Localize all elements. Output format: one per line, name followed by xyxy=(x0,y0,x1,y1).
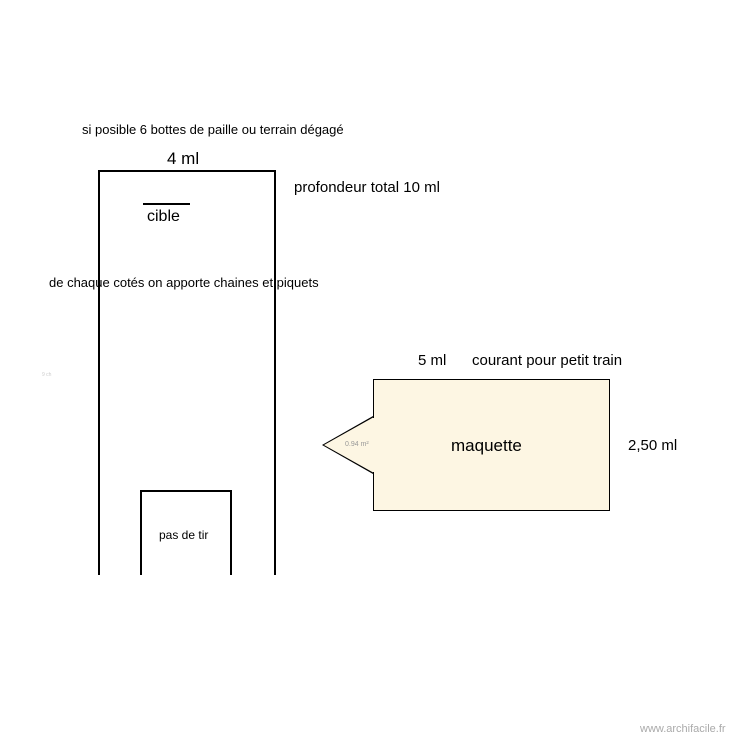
maquette-height-label: 2,50 ml xyxy=(628,437,677,454)
depth-dimension-label: profondeur total 10 ml xyxy=(294,179,440,196)
width-dimension-label: 4 ml xyxy=(167,149,199,169)
maquette-note-label: courant pour petit train xyxy=(472,352,622,369)
sides-note-label: de chaque cotés on apporte chaines et pi… xyxy=(49,275,319,290)
pas-de-tir-label: pas de tir xyxy=(159,528,208,542)
watermark-label: www.archifacile.fr xyxy=(640,723,726,735)
cible-line xyxy=(143,203,190,205)
diagram-canvas: si posible 6 bottes de paille ou terrain… xyxy=(0,0,750,750)
maquette-area-label: 0.94 m² xyxy=(345,441,369,448)
maquette-label: maquette xyxy=(451,436,522,456)
cible-label: cible xyxy=(147,208,180,226)
maquette-width-label: 5 ml xyxy=(418,352,446,369)
tiny-dimension-label: 9 ch xyxy=(42,372,51,378)
pointer-join-mask xyxy=(373,418,376,472)
top-note-label: si posible 6 bottes de paille ou terrain… xyxy=(82,122,344,137)
